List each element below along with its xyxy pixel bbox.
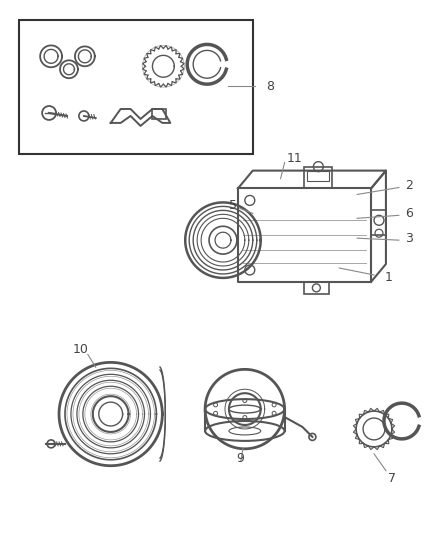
Text: 11: 11: [286, 152, 302, 165]
Bar: [371, 211, 386, 235]
Text: 1: 1: [385, 271, 393, 285]
Text: 10: 10: [73, 343, 89, 356]
Text: 8: 8: [266, 79, 274, 93]
Text: 6: 6: [405, 207, 413, 220]
Bar: [307, 171, 329, 181]
Bar: [304, 282, 329, 294]
Text: 2: 2: [405, 179, 413, 192]
Text: 7: 7: [388, 472, 396, 485]
Text: 9: 9: [236, 453, 244, 465]
Bar: [304, 167, 332, 189]
Bar: [19, 20, 253, 154]
Text: 5: 5: [229, 199, 237, 212]
Text: 3: 3: [405, 232, 413, 245]
Bar: [152, 109, 166, 119]
